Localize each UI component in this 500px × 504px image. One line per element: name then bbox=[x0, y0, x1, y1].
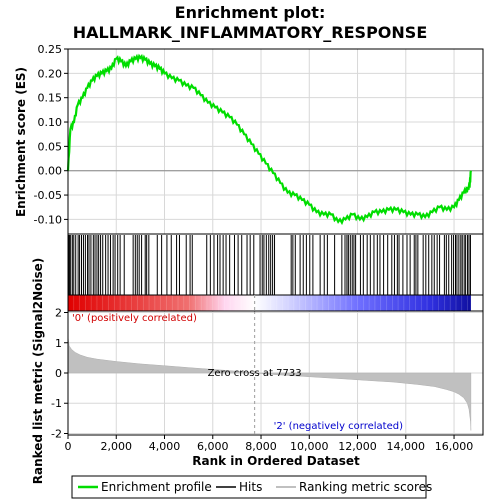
heat-band-fill bbox=[68, 295, 471, 311]
hit-markers bbox=[67, 235, 471, 295]
ranking-heat-band bbox=[67, 294, 483, 311]
negative-correlation-label: '2' (negatively correlated) bbox=[274, 421, 403, 432]
zero-cross-label: Zero cross at 7733 bbox=[208, 368, 302, 379]
legend-box bbox=[71, 475, 427, 499]
title-line-1: Enrichment plot: bbox=[175, 3, 326, 22]
title-line-2: HALLMARK_INFLAMMATORY_RESPONSE bbox=[73, 23, 428, 42]
x-tick-label: 6,000 bbox=[197, 440, 229, 453]
ranked-metric-area bbox=[67, 336, 472, 431]
es-y-tick-label: 0.05 bbox=[38, 140, 63, 153]
metric-y-tick-label: 2 bbox=[55, 307, 62, 320]
metric-y-tick-label: -2 bbox=[51, 427, 62, 440]
es-y-tick-label: -0.10 bbox=[34, 213, 62, 226]
x-tick-label: 2,000 bbox=[101, 440, 133, 453]
x-tick-label: 4,000 bbox=[149, 440, 181, 453]
metric-y-tick-label: -1 bbox=[51, 397, 62, 410]
metric-y-tick-label: 0 bbox=[55, 367, 62, 380]
es-plot-area bbox=[68, 49, 483, 234]
positive-correlation-label: '0' (positively correlated) bbox=[72, 313, 197, 324]
x-tick-label: 14,000 bbox=[387, 440, 426, 453]
x-tick-label: 8,000 bbox=[245, 440, 277, 453]
metric-y-tick-label: 1 bbox=[55, 337, 62, 350]
es-panel: -0.10 -0.05 0.00 0.05 0.10 0.15 0.20 0.25 Enric… bbox=[14, 43, 484, 235]
x-tick-label: 0 bbox=[65, 440, 72, 453]
x-axis-label: Rank in Ordered Dataset bbox=[192, 454, 360, 468]
ranked-metric-panel: '0' (positively correlated) Zero cross a… bbox=[31, 258, 484, 485]
x-tick-label: 12,000 bbox=[338, 440, 377, 453]
hits-plot-area bbox=[68, 234, 483, 295]
x-tick-label: 10,000 bbox=[290, 440, 329, 453]
es-y-axis-label: Enrichment score (ES) bbox=[14, 67, 28, 217]
hits-panel bbox=[67, 233, 484, 312]
es-y-tick-label: 0.25 bbox=[38, 43, 63, 56]
legend-hits-label: Hits bbox=[239, 480, 262, 494]
es-y-axis: -0.10 -0.05 0.00 0.05 0.10 0.15 0.20 0.25 bbox=[34, 43, 68, 226]
es-y-tick-label: -0.05 bbox=[34, 189, 62, 202]
legend: Enrichment profile Hits Ranking metric s… bbox=[71, 475, 432, 499]
x-tick-label: 16,000 bbox=[435, 440, 474, 453]
es-y-tick-label: 0.10 bbox=[38, 116, 63, 129]
legend-ranking-label: Ranking metric scores bbox=[299, 480, 432, 494]
x-axis: 0 2,000 4,000 6,000 8,000 10,000 12,000 14,000 1… bbox=[65, 435, 474, 453]
es-y-tick-label: 0.00 bbox=[38, 165, 63, 178]
metric-y-axis: -2 -1 0 1 2 bbox=[51, 307, 68, 440]
es-y-tick-label: 0.15 bbox=[38, 92, 63, 105]
enrichment-profile-line bbox=[66, 53, 472, 226]
es-y-tick-label: 0.20 bbox=[38, 67, 63, 80]
metric-y-axis-label: Ranked list metric (Signal2Noise) bbox=[31, 258, 45, 485]
legend-enrichment-label: Enrichment profile bbox=[101, 480, 212, 494]
